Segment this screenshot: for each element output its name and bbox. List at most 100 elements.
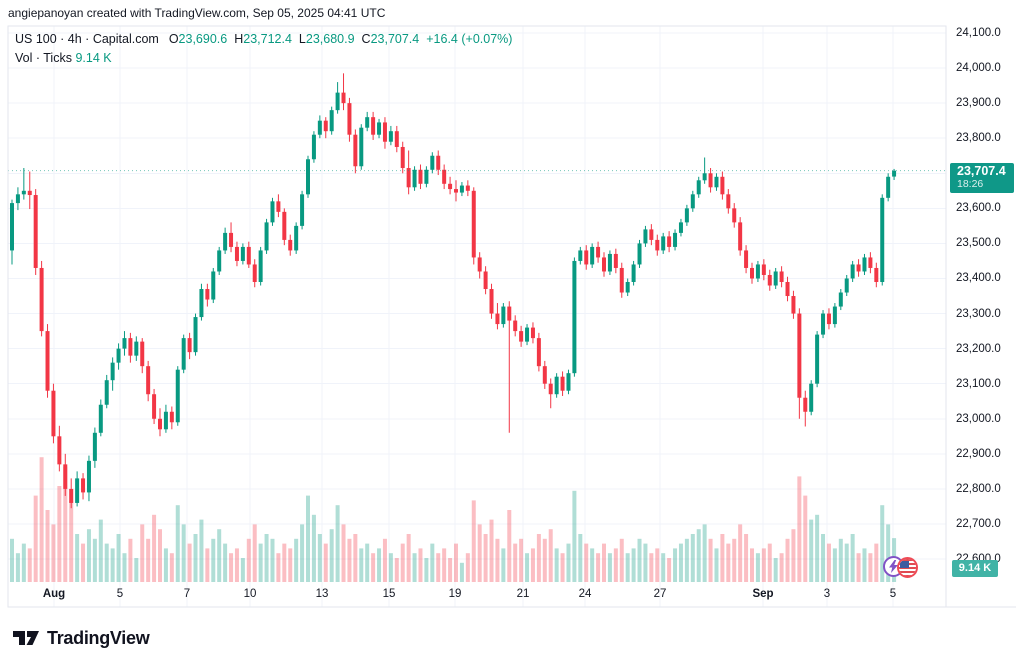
candle-body: [430, 155, 435, 170]
candle-body: [454, 189, 458, 193]
volume-bar: [661, 553, 666, 582]
candle-body: [169, 411, 174, 423]
candle-body: [637, 243, 642, 265]
candle-body: [311, 134, 316, 160]
open-label: O: [168, 32, 179, 46]
candle-body: [288, 239, 293, 251]
volume-bar: [815, 514, 820, 582]
time-axis-label: 19: [448, 588, 462, 600]
candle-body: [530, 327, 535, 339]
volume-bar: [10, 538, 14, 582]
time-axis-label: 13: [315, 588, 329, 600]
candle-body: [15, 194, 20, 204]
candle-body: [448, 183, 453, 190]
volume-bar: [134, 558, 139, 582]
volume-bar: [708, 538, 713, 582]
volume-bar: [667, 558, 672, 582]
volume-bar: [826, 543, 831, 582]
volume-bar: [844, 543, 849, 582]
price-axis-label: 23,100.0: [956, 377, 1001, 390]
us-flag-event-icon[interactable]: [897, 557, 918, 578]
volume-bar: [678, 543, 683, 582]
symbol-legend[interactable]: US 100 · 4h · Capital.com O23,690.6 H23,71…: [15, 30, 512, 68]
volume-bar: [862, 548, 867, 582]
price-axis-label: 23,400.0: [956, 272, 1001, 285]
candle-body: [767, 274, 772, 286]
candlestick-chart[interactable]: [0, 0, 1024, 614]
volume-bar: [329, 529, 334, 582]
candle-body: [217, 250, 222, 272]
tradingview-wordmark[interactable]: TradingView: [47, 628, 150, 648]
candle-body: [625, 281, 630, 293]
time-axis-label: Aug: [42, 588, 66, 600]
volume-bar: [465, 553, 470, 582]
volume-bar: [477, 524, 482, 582]
volume-bar: [886, 524, 891, 582]
volume-bar: [430, 543, 435, 582]
volume-bar: [335, 505, 340, 582]
candle-body: [63, 464, 68, 489]
price-axis-label: 23,200.0: [956, 342, 1001, 355]
price-axis-label: 23,300.0: [956, 307, 1001, 320]
candle-body: [750, 267, 754, 279]
volume-bar: [596, 553, 601, 582]
candle-body: [613, 253, 618, 268]
candle-body: [418, 169, 423, 184]
volume-bar: [388, 553, 393, 582]
legend-row-ohlc: US 100 · 4h · Capital.com O23,690.6 H23,71…: [15, 30, 512, 49]
candle-body: [252, 264, 257, 282]
volume-bar: [110, 548, 115, 582]
attribution-text: angiepanoyan created with TradingView.co…: [8, 6, 386, 20]
volume-bar: [98, 519, 103, 582]
time-axis-label: Sep: [752, 588, 774, 600]
candle-body: [234, 246, 239, 261]
candle-body: [714, 176, 719, 188]
last-price-value: 23,707.4: [957, 164, 1006, 178]
volume-bar: [489, 519, 494, 582]
volume-bar: [418, 548, 423, 582]
candle-body: [98, 404, 103, 433]
candle-body: [809, 383, 814, 412]
volume-bar: [424, 558, 429, 582]
volume-bar: [116, 534, 121, 582]
volume-bar: [566, 543, 571, 582]
candle-body: [578, 250, 583, 261]
volume-bar: [495, 538, 500, 582]
candle-body: [306, 159, 310, 195]
volume-bar: [187, 543, 192, 582]
volume-bar: [548, 529, 553, 582]
volume-bar: [300, 524, 305, 582]
volume-bar: [270, 538, 275, 582]
volume-bar: [767, 543, 772, 582]
candle-body: [45, 331, 50, 391]
candle-body: [81, 478, 86, 493]
volume-bar: [199, 519, 204, 582]
candle-body: [246, 246, 251, 265]
candle-body: [317, 120, 322, 135]
volume-bar: [572, 490, 577, 582]
volume-bar: [720, 534, 725, 582]
candle-body: [856, 264, 861, 272]
candle-body: [240, 246, 245, 261]
high-label: H: [234, 32, 244, 46]
candle-body: [631, 264, 636, 282]
volume-bar: [726, 543, 731, 582]
flag-canton: [900, 561, 909, 568]
tradingview-logo-icon[interactable]: [12, 629, 40, 649]
candle-body: [69, 488, 74, 503]
candle-body: [335, 92, 340, 111]
candle-body: [507, 306, 512, 321]
candle-body: [536, 338, 541, 367]
candle-body: [471, 190, 476, 258]
close-label: C: [361, 32, 371, 46]
candle-body: [844, 278, 849, 293]
volume-bar: [655, 548, 660, 582]
candle-body: [329, 110, 334, 132]
candle-body: [483, 271, 488, 290]
volume-bar: [81, 543, 86, 582]
candle-body: [116, 348, 121, 363]
volume-bar: [637, 538, 642, 582]
volume-bar: [874, 543, 879, 582]
candle-body: [696, 180, 701, 195]
